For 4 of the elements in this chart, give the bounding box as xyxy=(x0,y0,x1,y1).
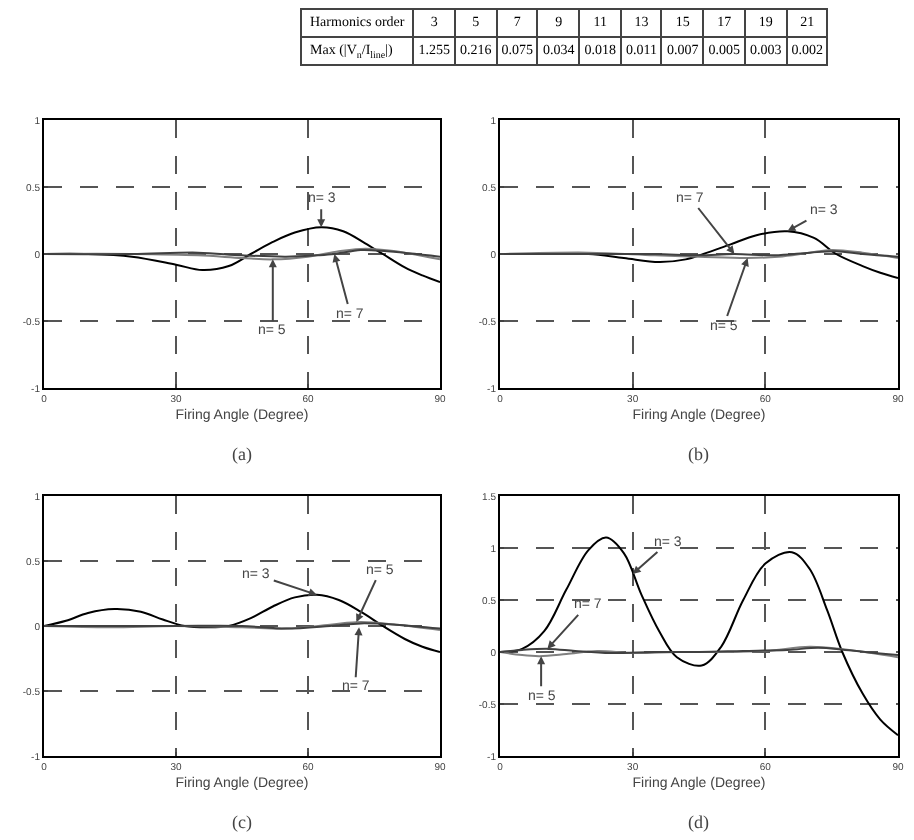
text: (b) xyxy=(688,444,709,464)
text: (d) xyxy=(688,812,709,832)
text: (a) xyxy=(232,444,252,464)
text: (c) xyxy=(232,812,252,832)
